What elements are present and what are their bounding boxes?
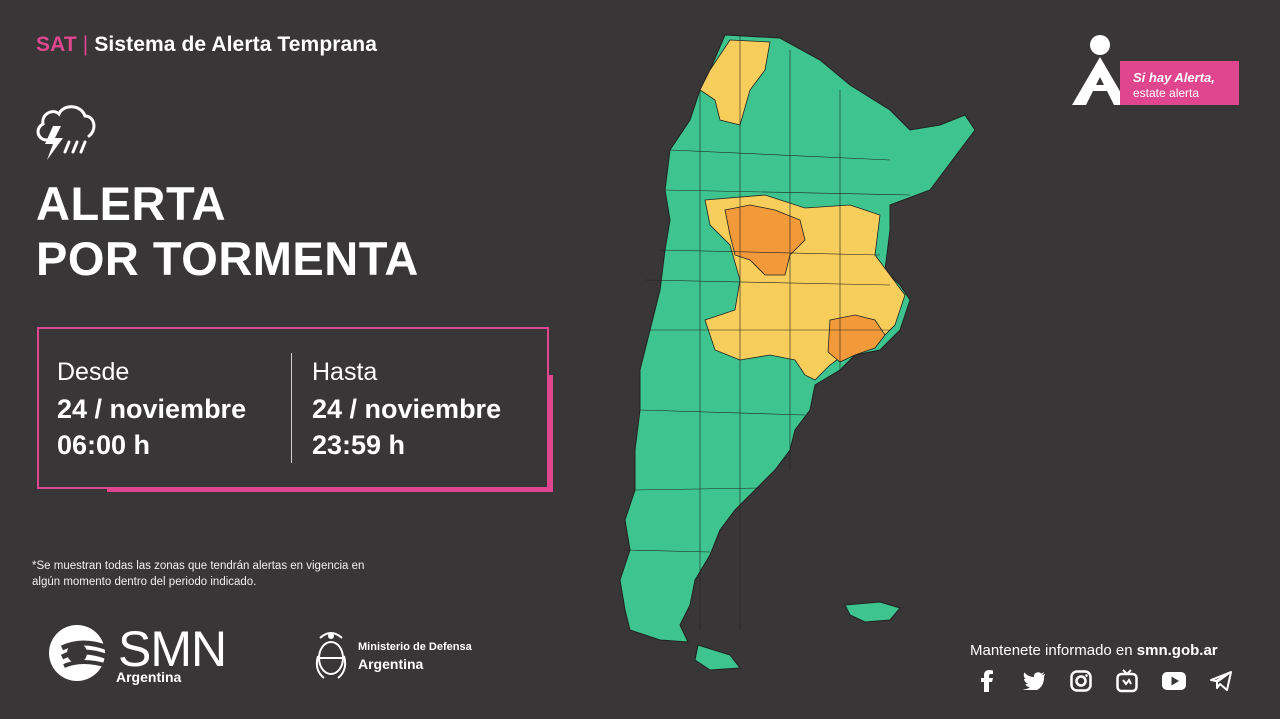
youtube-icon[interactable] xyxy=(1151,666,1198,696)
footnote: *Se muestran todas las zonas que tendrán… xyxy=(32,560,365,588)
social-prefix: Mantenete informado en xyxy=(970,642,1137,659)
facebook-icon[interactable] xyxy=(964,666,1011,696)
desde-time: 06:00 h xyxy=(57,430,151,460)
smn-country: Argentina xyxy=(116,669,182,685)
instagram-icon[interactable] xyxy=(1057,666,1104,696)
date-range-box: Desde 24 / noviembre 06:00 h Hasta 24 / … xyxy=(37,327,549,489)
hasta-label: Hasta xyxy=(312,358,378,386)
map-islas-malvinas xyxy=(844,601,901,623)
alert-badge-background xyxy=(1120,61,1239,105)
hasta-column: Hasta 24 / noviembre 23:59 h xyxy=(312,357,501,463)
argentina-alert-map xyxy=(619,34,976,671)
ministerio-line1: Ministerio de Defensa xyxy=(358,641,472,653)
header-title: Sistema de Alerta Temprana xyxy=(94,33,378,56)
hasta-time: 23:59 h xyxy=(312,430,406,460)
sat-label: SAT xyxy=(36,33,77,56)
alert-title-line1: ALERTA xyxy=(36,177,227,230)
header-separator: | xyxy=(82,33,89,56)
twitter-icon[interactable] xyxy=(1011,666,1058,696)
desde-label: Desde xyxy=(57,358,130,386)
ministerio-line2: Argentina xyxy=(358,656,424,672)
hasta-date: 24 / noviembre xyxy=(312,394,502,424)
date-divider xyxy=(291,353,292,463)
igtv-icon[interactable] xyxy=(1104,666,1151,696)
alert-info-logo-icon xyxy=(1072,35,1128,105)
social-icons xyxy=(964,666,1244,696)
website-link[interactable]: smn.gob.ar xyxy=(1136,642,1218,659)
map-orange-zone-buenos-aires xyxy=(827,314,886,363)
national-emblem-icon xyxy=(315,632,347,679)
storm-cloud-icon xyxy=(36,105,96,160)
alert-title-line2: POR TORMENTA xyxy=(36,232,419,285)
alert-title: ALERTA POR TORMENTA xyxy=(36,176,419,286)
map-tierra-del-fuego xyxy=(694,644,741,671)
alert-badge-line1: Si hay Alerta, xyxy=(1133,70,1215,85)
social-prompt: Mantenete informado en smn.gob.ar xyxy=(970,642,1218,659)
map-department-borders xyxy=(624,35,911,630)
desde-date: 24 / noviembre xyxy=(57,394,247,424)
smn-logo-icon xyxy=(49,625,109,681)
smn-name: SMN xyxy=(118,621,227,677)
app-header: SAT | Sistema de Alerta Temprana xyxy=(36,33,377,57)
map-yellow-zone-northwest xyxy=(699,39,771,126)
alert-badge-line2: estate alerta xyxy=(1133,86,1200,100)
desde-column: Desde 24 / noviembre 06:00 h xyxy=(57,357,246,463)
telegram-icon[interactable] xyxy=(1197,666,1244,696)
